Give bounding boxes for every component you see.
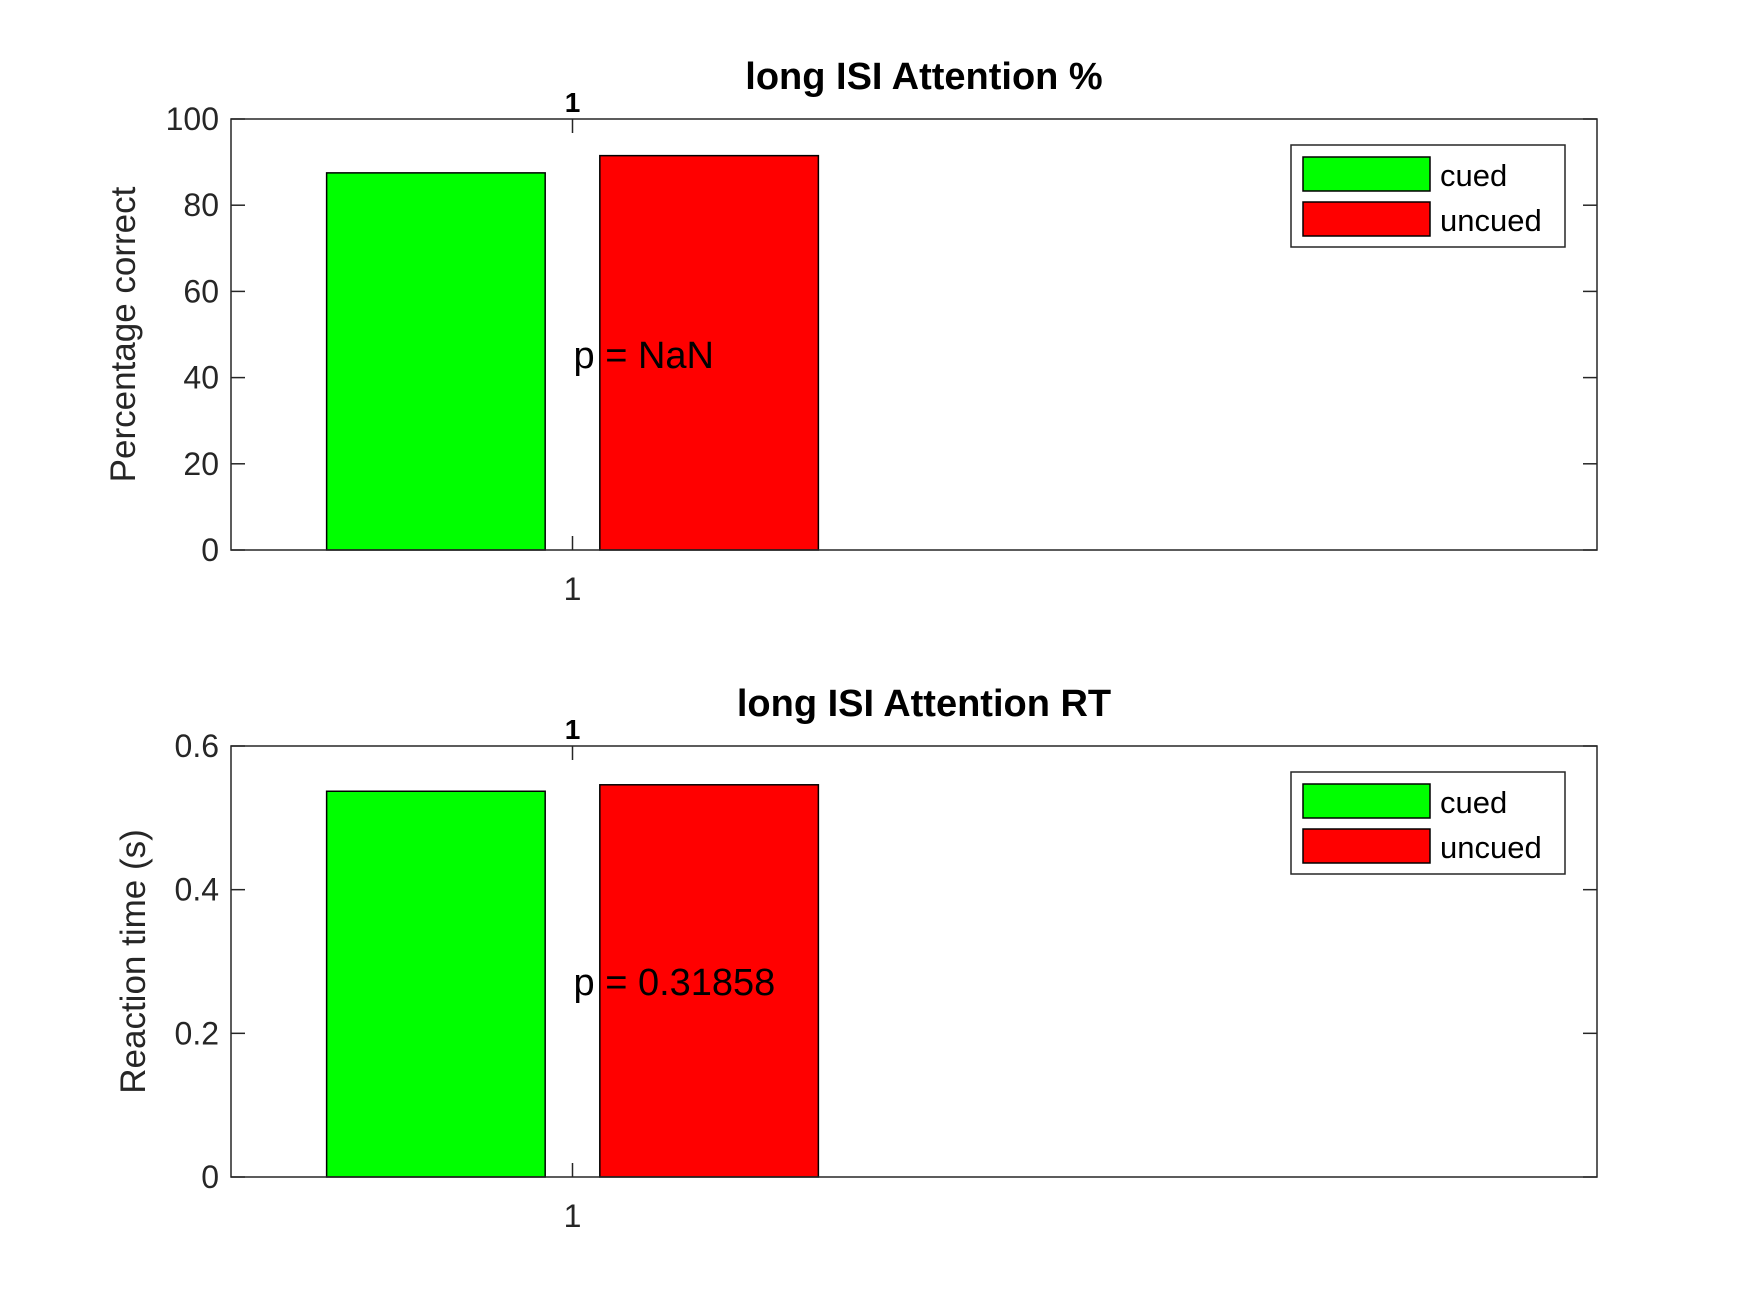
subplot-2: 0 0.2 0.4 0.6 1 1 long ISI Attention RT Reactio… (114, 683, 1598, 1234)
legend-label-uncued: uncued (1440, 203, 1542, 238)
legend-label-uncued: uncued (1440, 830, 1542, 865)
y-tick-label: 0.4 (175, 872, 219, 908)
y-tick-label: 80 (183, 187, 219, 223)
y-tick-label: 60 (183, 273, 219, 309)
p-value-annotation: p = 0.31858 (574, 962, 776, 1004)
legend-swatch-cued (1302, 156, 1431, 192)
y-tick-label: 100 (166, 101, 219, 137)
y-tick-label: 0.6 (175, 728, 219, 764)
x-tick-label: 1 (564, 1198, 582, 1234)
legend-swatch-cued (1302, 783, 1431, 819)
y-axis-label: Reaction time (s) (114, 829, 153, 1094)
axes-box (230, 745, 1598, 1178)
y-tick-label: 0.2 (175, 1015, 219, 1051)
bar-cued (325, 172, 546, 551)
y-tick-label: 0 (201, 532, 219, 568)
legend-swatch-uncued (1302, 828, 1431, 864)
x-tick-label: 1 (564, 571, 582, 607)
bar-uncued (599, 784, 820, 1178)
chart-title: long ISI Attention % (745, 56, 1102, 98)
chart-title: long ISI Attention RT (737, 683, 1111, 725)
legend: cued uncued (1290, 771, 1566, 875)
bar-cued (325, 790, 546, 1178)
y-tick-label: 40 (183, 360, 219, 396)
y-axis-label: Percentage correct (104, 186, 143, 482)
title-superscript: 1 (565, 87, 581, 118)
subplot-1: 0 20 40 60 80 100 1 1 long ISI Attention % Percen… (104, 56, 1598, 607)
legend-label-cued: cued (1440, 785, 1507, 820)
y-tick-label: 20 (183, 446, 219, 482)
axes-box (230, 118, 1598, 551)
legend-swatch-uncued (1302, 201, 1431, 237)
y-tick-label: 0 (201, 1159, 219, 1195)
p-value-annotation: p = NaN (574, 335, 714, 377)
legend-label-cued: cued (1440, 158, 1507, 193)
bar-uncued (599, 154, 820, 551)
legend: cued uncued (1290, 144, 1566, 248)
title-superscript: 1 (565, 714, 581, 745)
